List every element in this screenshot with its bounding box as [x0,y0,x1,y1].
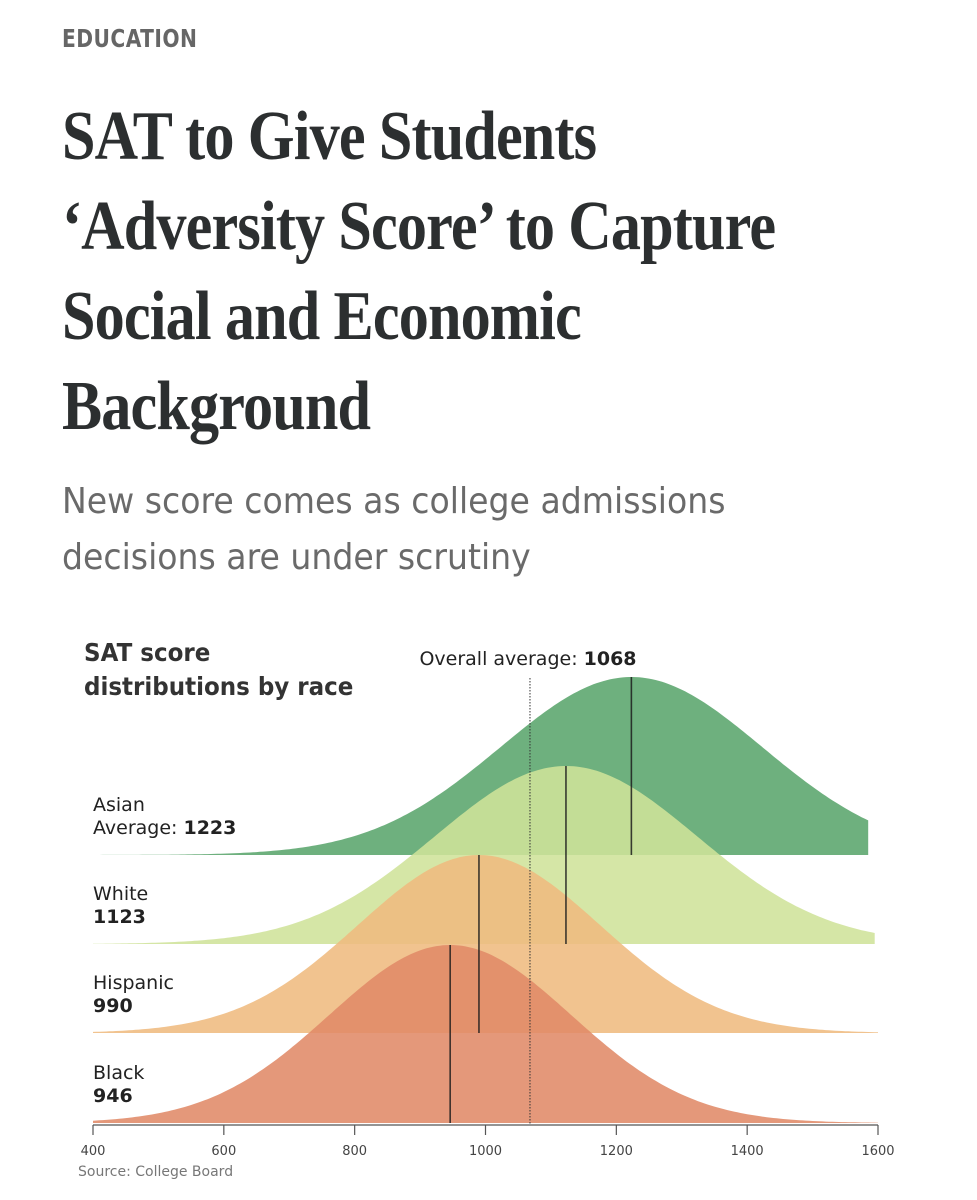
chart-title-line: distributions by race [84,672,354,701]
x-tick-label: 1400 [731,1144,764,1159]
overall-average-prefix: Overall average: [419,648,583,670]
series-name-hispanic: Hispanic [93,972,174,994]
headline-line: ‘Adversity Score’ to Capture [62,188,776,265]
curves-layer [93,677,878,1123]
headline-line: Background [62,368,371,445]
headline-line: Social and Economic [62,278,582,355]
headline-line: SAT to Give Students [62,98,597,175]
overall-average-value: 1068 [584,648,637,670]
series-name-white: White [93,883,148,905]
subheadline: New score comes as college admissions de… [62,474,942,586]
chart-title: SAT score distributions by race [84,636,377,704]
section-label: EDUCATION [62,24,198,53]
x-axis: 400 600 800 1000 1200 1400 1600 [81,1124,895,1159]
headline: SAT to Give Students ‘Adversity Score’ t… [62,92,962,452]
chart-title-line: SAT score [84,638,211,667]
series-value-number: 1123 [93,906,146,928]
ridge-hispanic [93,855,878,1033]
series-value-number: 1223 [183,817,236,839]
overall-average-label: Overall average: 1068 [419,648,636,670]
ridge-white [93,766,875,944]
x-tick-label: 800 [342,1144,367,1159]
mean-lines-layer [449,677,633,1123]
ridge-asian [93,677,869,855]
x-tick-label: 1000 [469,1144,502,1159]
series-value-number: 946 [93,1085,133,1107]
series-value-number: 990 [93,995,133,1017]
subheadline-line: decisions are under scrutiny [62,537,531,578]
subheadline-line: New score comes as college admissions [62,481,726,522]
x-tick-label: 400 [81,1144,106,1159]
series-value-white: 1123 [93,906,146,928]
series-value-black: 946 [93,1085,133,1107]
x-tick-label: 600 [211,1144,236,1159]
series-name-asian: Asian [93,794,145,816]
series-name-black: Black [93,1062,144,1084]
series-value-asian: Average: 1223 [93,817,236,839]
x-tick-label: 1200 [600,1144,633,1159]
ridge-black [93,945,878,1123]
source-note: Source: College Board [78,1164,234,1180]
series-value-hispanic: 990 [93,995,133,1017]
series-value-prefix: Average: [93,817,183,839]
x-tick-label: 1600 [861,1144,894,1159]
